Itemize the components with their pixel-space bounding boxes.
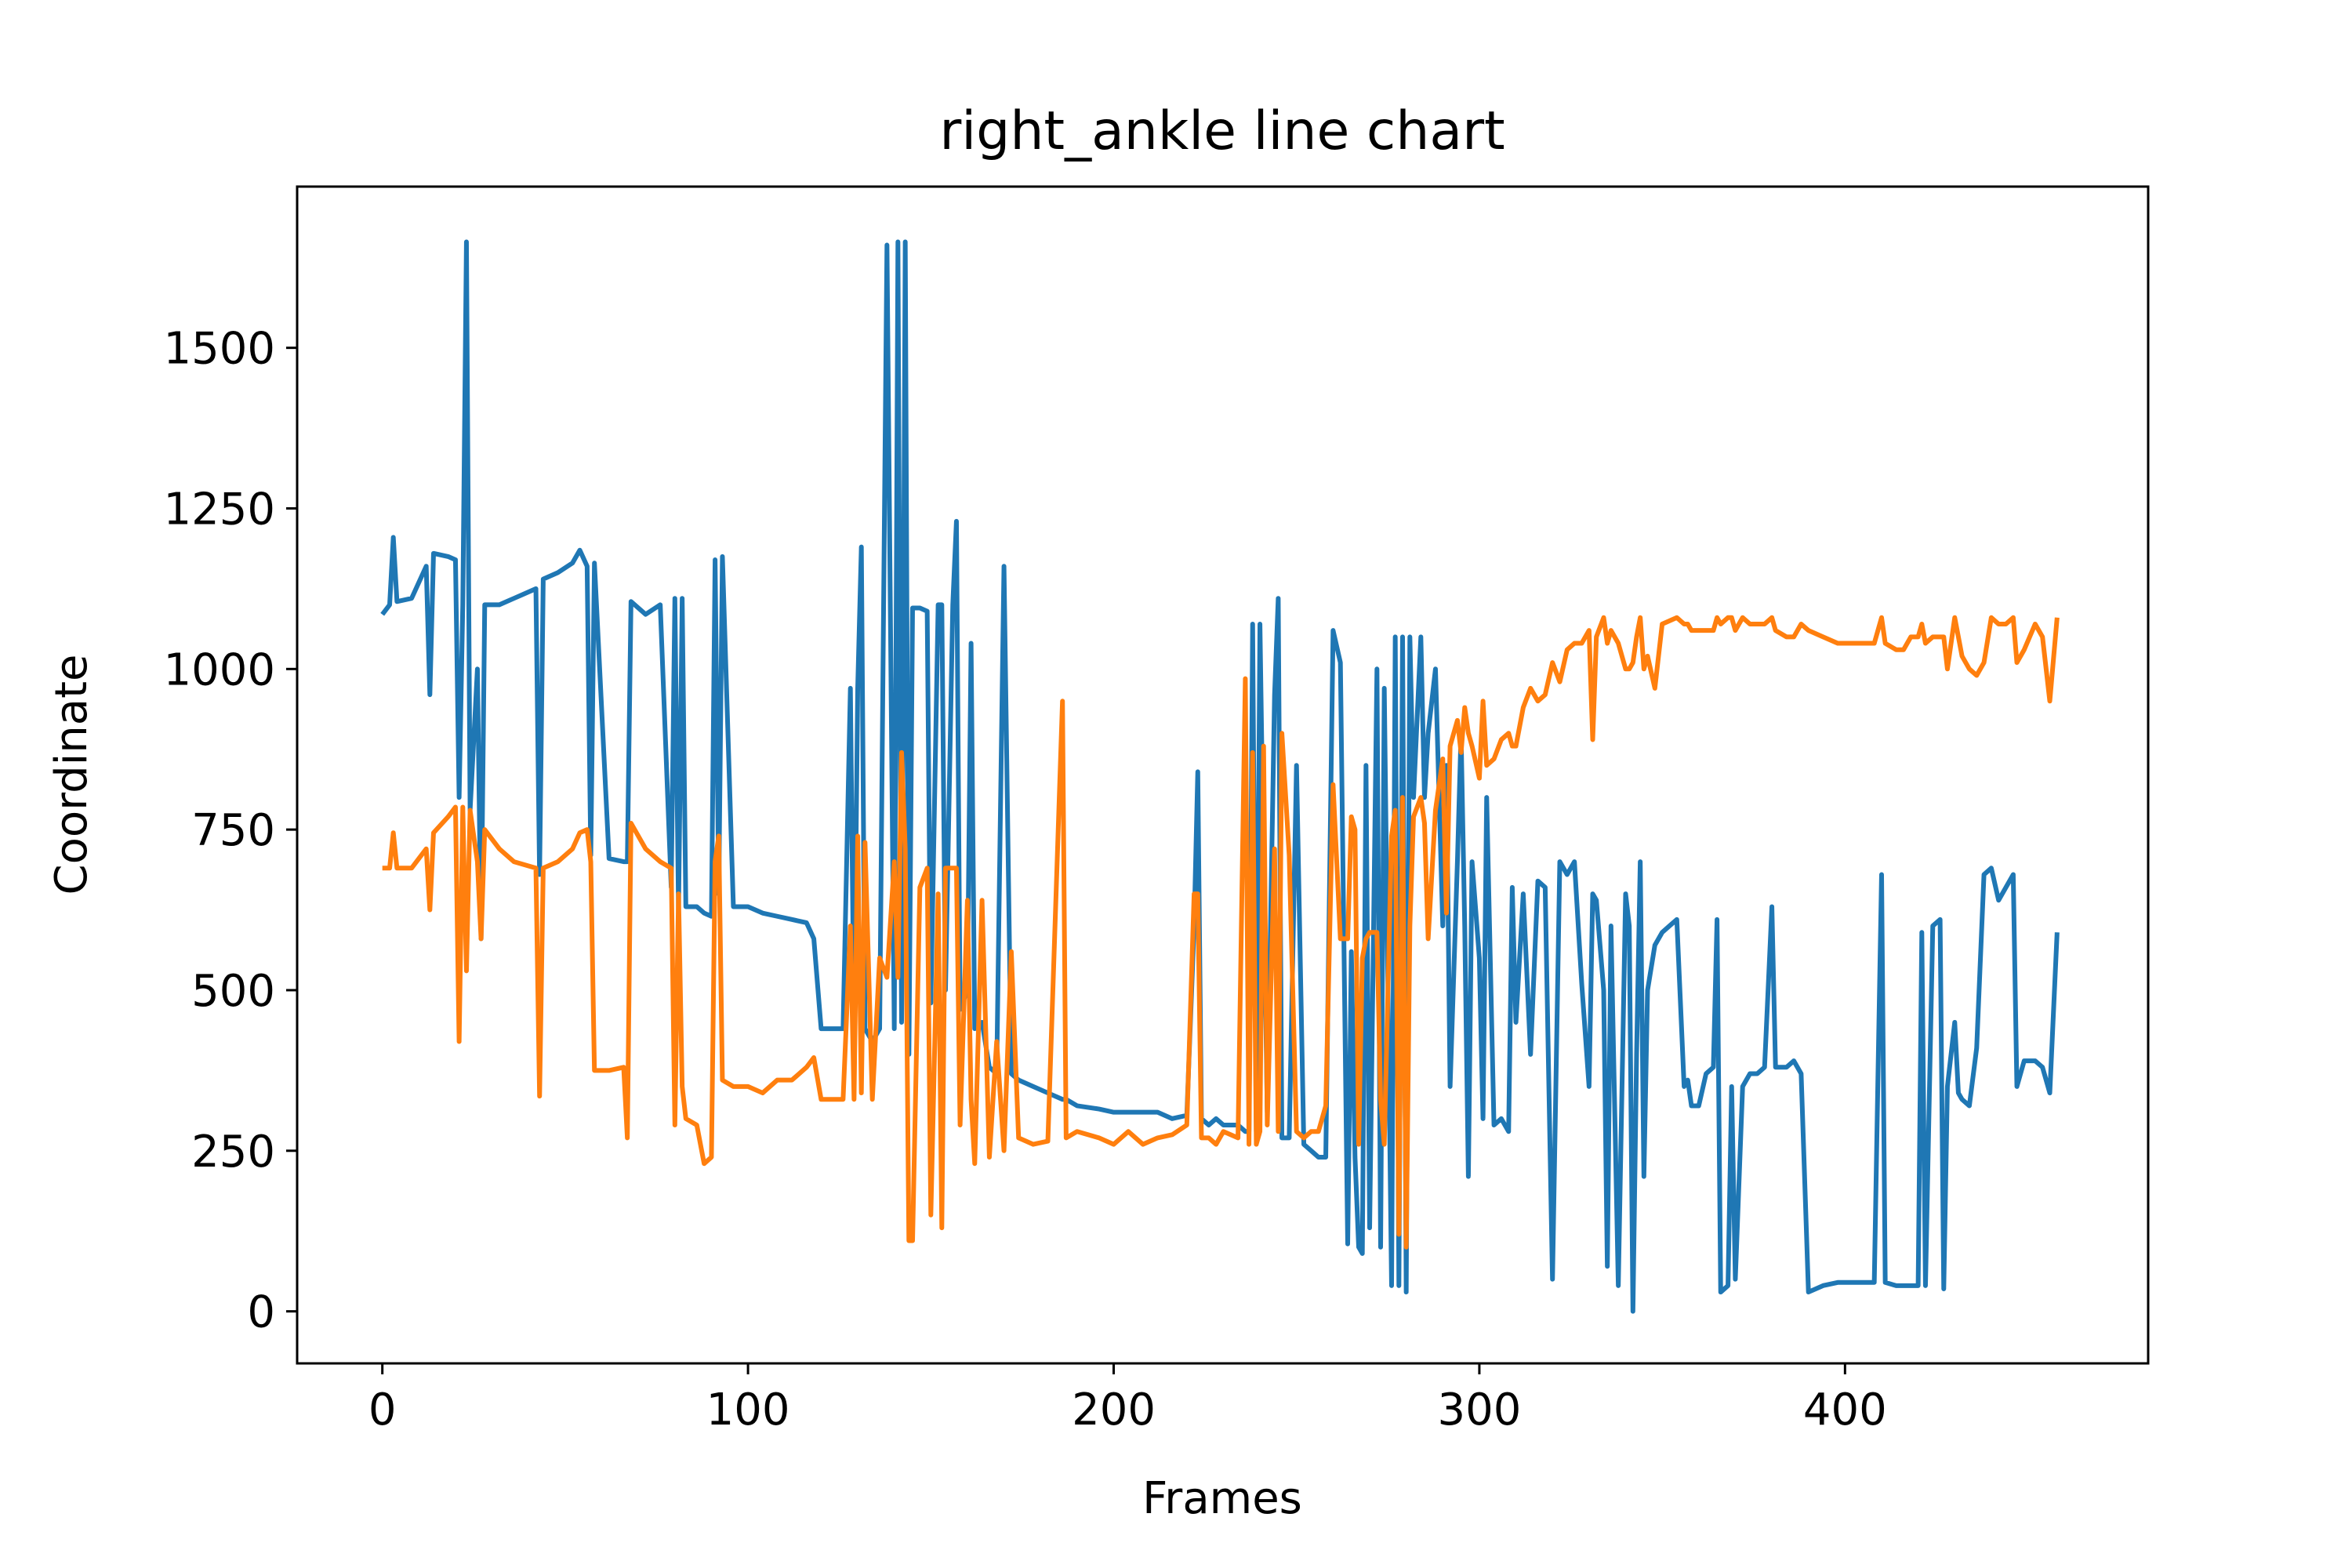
y-axis-label: Coordinate — [46, 655, 97, 895]
y-tick-label: 500 — [191, 966, 275, 1017]
x-tick-label: 400 — [1803, 1385, 1887, 1436]
plot-frame — [296, 185, 2150, 1365]
y-tick-label: 250 — [191, 1127, 275, 1178]
x-axis-label: Frames — [1142, 1473, 1302, 1524]
x-tick-label: 100 — [706, 1385, 790, 1436]
y-tick-label: 0 — [247, 1287, 275, 1338]
data-line — [380, 239, 2060, 1314]
y-tick-label: 1500 — [163, 324, 275, 375]
y-tick-label: 1000 — [163, 644, 275, 695]
y-tick-label: 750 — [191, 805, 275, 856]
data-line — [382, 615, 2060, 1250]
x-tick-label: 200 — [1072, 1385, 1156, 1436]
chart-title: right_ankle line chart — [939, 100, 1504, 162]
y-tick-label: 1250 — [163, 484, 275, 535]
x-tick-label: 0 — [368, 1385, 397, 1436]
x-tick-label: 300 — [1437, 1385, 1521, 1436]
